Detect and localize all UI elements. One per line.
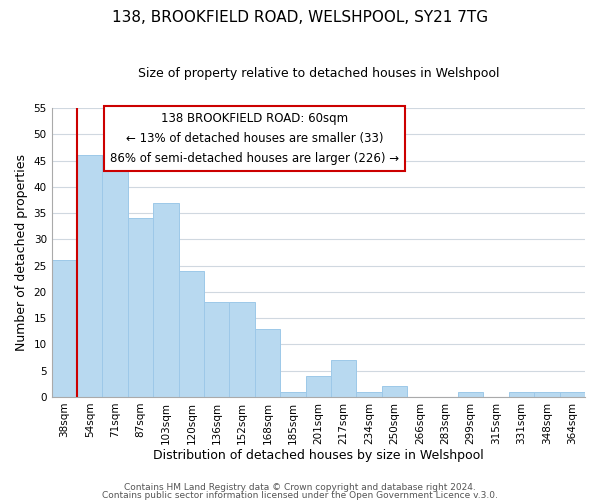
Bar	[305, 376, 331, 397]
Bar	[560, 392, 585, 397]
Bar	[204, 302, 229, 397]
Bar	[458, 392, 484, 397]
Bar	[356, 392, 382, 397]
Y-axis label: Number of detached properties: Number of detached properties	[15, 154, 28, 351]
Bar	[128, 218, 153, 397]
Text: Contains HM Land Registry data © Crown copyright and database right 2024.: Contains HM Land Registry data © Crown c…	[124, 484, 476, 492]
Bar	[179, 271, 204, 397]
Bar	[52, 260, 77, 397]
Bar	[534, 392, 560, 397]
Bar	[280, 392, 305, 397]
Bar	[255, 328, 280, 397]
X-axis label: Distribution of detached houses by size in Welshpool: Distribution of detached houses by size …	[153, 450, 484, 462]
Title: Size of property relative to detached houses in Welshpool: Size of property relative to detached ho…	[137, 68, 499, 80]
Bar	[153, 202, 179, 397]
Text: 138 BROOKFIELD ROAD: 60sqm
← 13% of detached houses are smaller (33)
86% of semi: 138 BROOKFIELD ROAD: 60sqm ← 13% of deta…	[110, 112, 399, 166]
Bar	[103, 156, 128, 397]
Bar	[77, 156, 103, 397]
Bar	[229, 302, 255, 397]
Bar	[331, 360, 356, 397]
Text: 138, BROOKFIELD ROAD, WELSHPOOL, SY21 7TG: 138, BROOKFIELD ROAD, WELSHPOOL, SY21 7T…	[112, 10, 488, 25]
Bar	[509, 392, 534, 397]
Text: Contains public sector information licensed under the Open Government Licence v.: Contains public sector information licen…	[102, 490, 498, 500]
Bar	[382, 386, 407, 397]
